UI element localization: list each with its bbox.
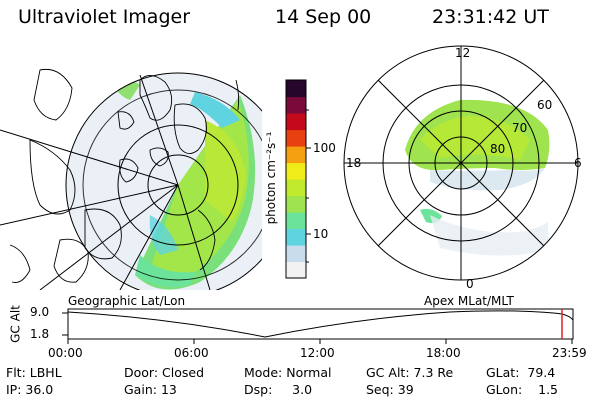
info-dsp-label: Dsp: — [244, 382, 273, 397]
colorbar-cell — [286, 245, 306, 263]
mlt-label-0: 0 — [466, 277, 474, 291]
altitude-xtick-0000: 00:00 — [48, 346, 83, 360]
colorbar-tick-10: 10 — [313, 227, 329, 241]
info-glat: GLat: 79.4 — [486, 365, 555, 380]
right-panel-caption: Apex MLat/MLT — [424, 294, 514, 308]
info-gcalt-value: 7.3 Re — [413, 365, 454, 380]
info-flt: Flt: LBHL — [6, 365, 62, 380]
mlat-label-60: 60 — [537, 98, 553, 112]
info-gain-label: Gain: — [124, 382, 157, 397]
mlat-mlt-dial — [343, 45, 579, 281]
colorbar-cell — [286, 195, 306, 213]
mlt-label-18: 18 — [346, 156, 362, 170]
coastlines — [9, 68, 240, 283]
colorbar-cell — [286, 162, 306, 180]
info-flt-value: LBHL — [29, 365, 62, 380]
altitude-plot — [62, 308, 574, 344]
colorbar-cell — [286, 228, 306, 246]
colorbar-cell — [286, 261, 306, 279]
altitude-xtick-1200: 12:00 — [300, 346, 335, 360]
instrument-title: Ultraviolet Imager — [18, 6, 191, 28]
info-glon-label: GLon: — [486, 382, 523, 397]
info-ip-value: 36.0 — [25, 382, 54, 397]
info-ip-label: IP: — [6, 382, 22, 397]
colorbar-cell — [286, 80, 306, 98]
colorbar-tick-100: 100 — [313, 141, 336, 155]
mlt-label-12: 12 — [455, 46, 471, 60]
altitude-xtick-2359: 23:59 — [552, 346, 587, 360]
info-door-label: Door: — [124, 365, 159, 380]
mlat-label-80: 80 — [490, 142, 506, 156]
info-seq-label: Seq: — [366, 382, 394, 397]
left-panel-caption: Geographic Lat/Lon — [68, 294, 186, 308]
time-label: 23:31:42 UT — [432, 6, 549, 28]
info-gcalt-label: GC Alt: — [366, 365, 410, 380]
altitude-ytick-9: 9.0 — [30, 305, 50, 319]
info-gain-value: 13 — [160, 382, 177, 397]
mlt-label-6: 6 — [574, 156, 582, 170]
info-glat-label: GLat: — [486, 365, 520, 380]
colorbar-cell — [286, 146, 306, 164]
colorbar-cell — [286, 113, 306, 131]
colorbar-unit-label: photon cm⁻²s⁻¹ — [264, 131, 278, 225]
info-glon-value: 1.5 — [538, 382, 559, 397]
colorbar-cell — [286, 212, 306, 230]
mlat-label-70: 70 — [512, 121, 528, 135]
info-flt-label: Flt: — [6, 365, 26, 380]
info-glon: GLon: 1.5 — [486, 382, 558, 397]
geographic-map — [0, 68, 262, 290]
colorbar-cell — [286, 129, 306, 147]
colorbar-cell — [286, 179, 306, 197]
info-door: Door: Closed — [124, 365, 204, 380]
info-mode: Mode: Normal — [244, 365, 332, 380]
altitude-ytick-1-8: 1.8 — [30, 327, 50, 341]
info-mode-value: Normal — [286, 365, 332, 380]
info-gain: Gain: 13 — [124, 382, 177, 397]
info-glat-value: 79.4 — [527, 365, 556, 380]
info-door-value: Closed — [162, 365, 205, 380]
colorbar — [286, 80, 306, 279]
info-dsp-value: 3.0 — [292, 382, 313, 397]
info-gcalt: GC Alt: 7.3 Re — [366, 365, 453, 380]
altitude-xtick-1800: 18:00 — [426, 346, 461, 360]
info-seq-value: 39 — [397, 382, 414, 397]
info-mode-label: Mode: — [244, 365, 283, 380]
info-ip: IP: 36.0 — [6, 382, 53, 397]
info-seq: Seq: 39 — [366, 382, 414, 397]
colorbar-cell — [286, 96, 306, 114]
info-dsp: Dsp: 3.0 — [244, 382, 312, 397]
date-label: 14 Sep 00 — [275, 6, 372, 28]
altitude-xtick-0600: 06:00 — [174, 346, 209, 360]
altitude-ylabel: GC Alt — [8, 305, 23, 343]
